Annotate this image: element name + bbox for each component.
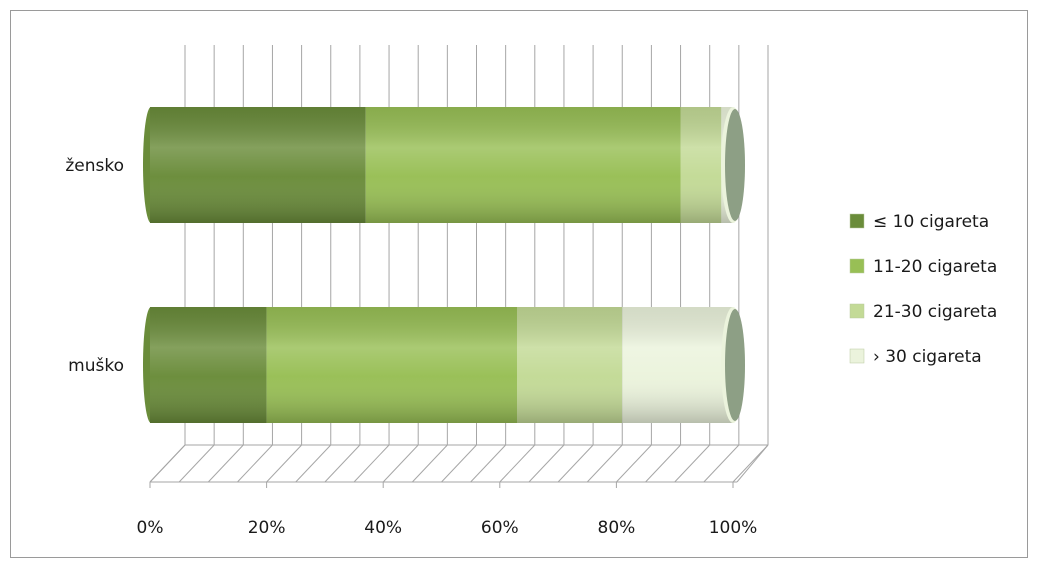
x-tick-label: 20% xyxy=(248,518,286,538)
floor-gridline xyxy=(732,444,769,483)
floor-gridline xyxy=(237,444,273,483)
floor-gridline xyxy=(557,444,594,483)
legend-swatch xyxy=(849,213,865,229)
x-tick-label: 100% xyxy=(709,518,758,538)
bar-shading xyxy=(150,107,733,223)
x-tick-label: 0% xyxy=(137,518,164,538)
floor-gridline xyxy=(645,444,681,483)
floor-gridline xyxy=(586,444,623,483)
legend-label: ≤ 10 cigareta xyxy=(873,212,989,232)
legend-label: 21-30 cigareta xyxy=(873,302,997,322)
floor-gridline xyxy=(528,444,565,483)
bar-end-face xyxy=(725,309,745,421)
y-category-label: muško xyxy=(68,356,124,376)
floor-gridline xyxy=(703,444,740,483)
floor-gridline xyxy=(499,444,536,483)
legend: ≤ 10 cigareta 11-20 cigareta 21-30 cigaret… xyxy=(849,212,997,367)
legend-label: 11-20 cigareta xyxy=(873,257,997,277)
floor-gridline xyxy=(441,444,477,483)
legend-swatch xyxy=(849,348,865,364)
floor-gridline xyxy=(149,444,186,483)
legend-swatch xyxy=(849,303,865,319)
floor-gridline xyxy=(353,444,390,483)
y-category-label: žensko xyxy=(65,156,124,176)
bar-shading xyxy=(150,307,733,423)
bar-end-face xyxy=(725,109,745,221)
floor-gridline xyxy=(266,444,302,483)
floor-gridline xyxy=(411,444,448,483)
floor-gridline xyxy=(295,444,332,483)
floor-gridline xyxy=(674,444,711,483)
x-tick-label: 80% xyxy=(598,518,636,538)
x-tick-label: 60% xyxy=(481,518,519,538)
floor-gridline xyxy=(616,444,652,483)
floor-gridline xyxy=(207,444,244,483)
floor-gridline xyxy=(470,444,507,483)
floor-gridline xyxy=(178,444,215,483)
x-tick-label: 40% xyxy=(364,518,402,538)
legend-swatch xyxy=(849,258,865,274)
labels-layer: muško žensko 0% 20% 40% 60% 80% 100% xyxy=(65,156,757,538)
floor-gridline xyxy=(324,444,361,483)
chart-frame xyxy=(10,10,1028,558)
floor-gridline xyxy=(382,444,419,483)
bars-layer: muško – ≤ 10 cigareta: 20%muško – 11-20 … xyxy=(143,107,745,423)
legend-label: › 30 cigareta xyxy=(873,347,982,367)
